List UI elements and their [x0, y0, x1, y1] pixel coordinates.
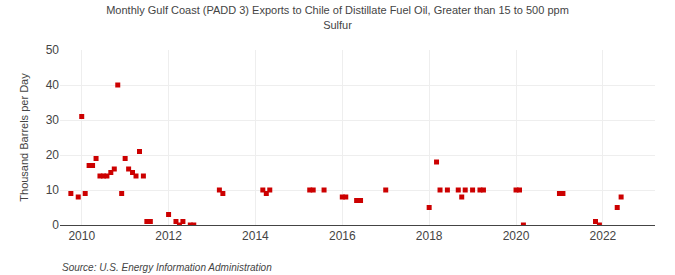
svg-text:2016: 2016	[329, 229, 356, 243]
svg-text:0: 0	[52, 218, 59, 232]
svg-text:40: 40	[46, 78, 60, 92]
svg-text:Thousand Barrels per Day: Thousand Barrels per Day	[18, 73, 30, 202]
svg-text:10: 10	[46, 183, 60, 197]
svg-text:2014: 2014	[242, 229, 269, 243]
svg-text:2010: 2010	[68, 229, 95, 243]
svg-text:2022: 2022	[590, 229, 617, 243]
svg-text:2020: 2020	[503, 229, 530, 243]
svg-text:20: 20	[46, 148, 60, 162]
svg-text:30: 30	[46, 113, 60, 127]
svg-text:2012: 2012	[155, 229, 182, 243]
svg-text:2018: 2018	[416, 229, 443, 243]
svg-text:Source: U.S. Energy Informatio: Source: U.S. Energy Information Administ…	[62, 262, 272, 273]
svg-text:Monthly Gulf Coast (PADD 3) Ex: Monthly Gulf Coast (PADD 3) Exports to C…	[106, 4, 569, 30]
svg-text:50: 50	[46, 43, 60, 57]
